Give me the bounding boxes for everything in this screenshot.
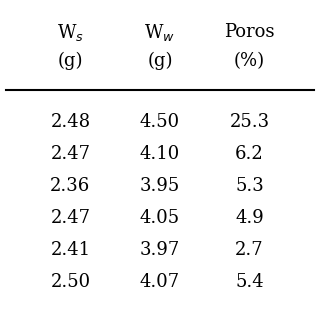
- Text: 3.95: 3.95: [140, 177, 180, 195]
- Text: 2.36: 2.36: [50, 177, 91, 195]
- Text: 25.3: 25.3: [229, 113, 270, 131]
- Text: 2.47: 2.47: [51, 209, 91, 227]
- Text: 4.07: 4.07: [140, 273, 180, 291]
- Text: 2.47: 2.47: [51, 145, 91, 163]
- Text: (%): (%): [234, 52, 265, 70]
- Text: 6.2: 6.2: [235, 145, 264, 163]
- Text: 4.10: 4.10: [140, 145, 180, 163]
- Text: 4.9: 4.9: [235, 209, 264, 227]
- Text: W$_s$: W$_s$: [57, 21, 84, 43]
- Text: 4.50: 4.50: [140, 113, 180, 131]
- Text: 2.7: 2.7: [235, 241, 264, 259]
- Text: 2.50: 2.50: [50, 273, 91, 291]
- Text: Poros: Poros: [224, 23, 275, 41]
- Text: 4.05: 4.05: [140, 209, 180, 227]
- Text: 5.3: 5.3: [235, 177, 264, 195]
- Text: 5.4: 5.4: [235, 273, 264, 291]
- Text: (g): (g): [147, 52, 173, 70]
- Text: 3.97: 3.97: [140, 241, 180, 259]
- Text: W$_w$: W$_w$: [145, 21, 175, 43]
- Text: 2.41: 2.41: [50, 241, 91, 259]
- Text: (g): (g): [58, 52, 83, 70]
- Text: 2.48: 2.48: [50, 113, 91, 131]
